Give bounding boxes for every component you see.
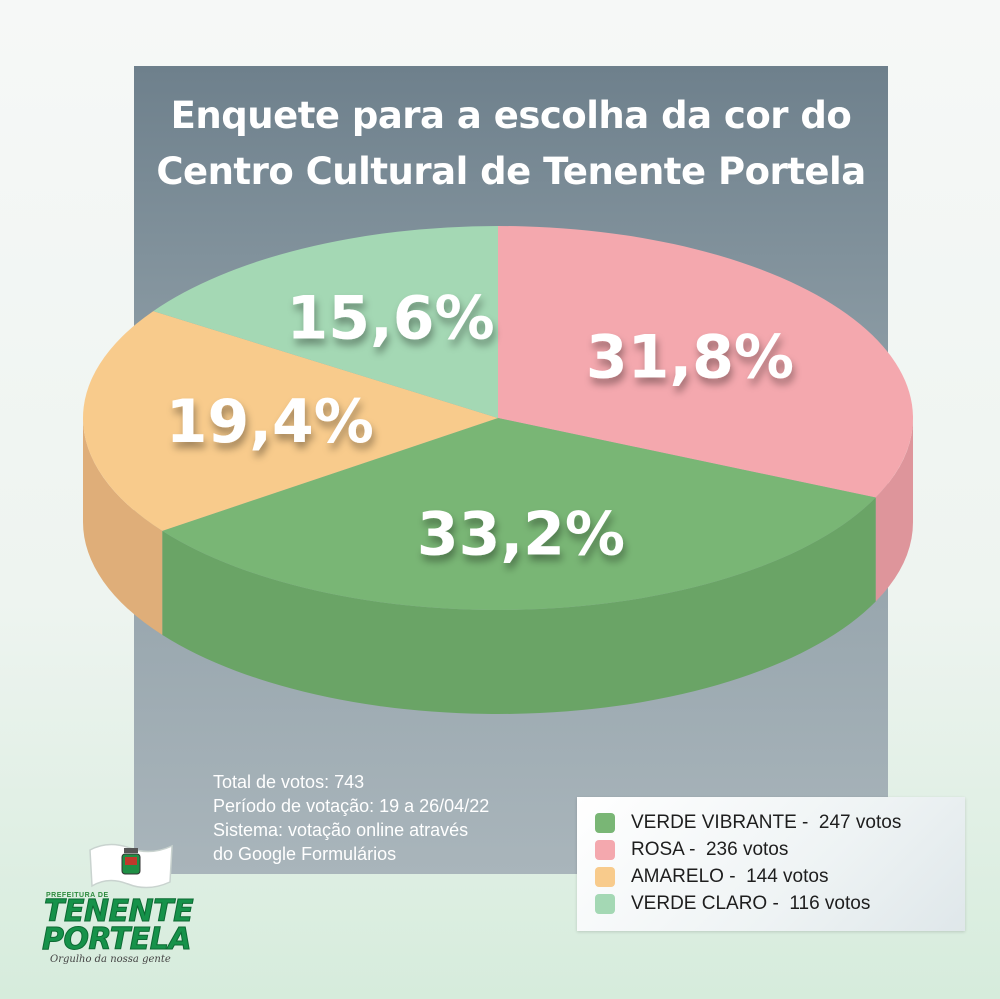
logo-name-line-2: PORTELA [41,922,192,958]
pie-sides [83,418,913,715]
logo-slogan: Orgulho da nossa gente [50,954,171,965]
pie-slice-verde-vibrante [162,418,876,611]
pie-side-rosa [875,418,913,602]
chart-title: Enquete para a escolha da cor do Centro … [134,88,888,200]
system-text-line-2: do Google Formulários [213,844,397,864]
pie-label-amarelo: 19,4% [166,387,374,457]
poll-info: Total de votos: 743 Período de votação: … [213,770,489,866]
logo-name-line-1: TENENTE [43,894,194,930]
pie-label-verde-claro: 15,6% [286,283,494,353]
system-text-line-1: Sistema: votação online através [213,820,469,840]
pie-labels: 31,8% 33,2% 19,4% 15,6% [166,283,794,569]
pie-label-rosa: 31,8% [586,323,794,393]
prefeitura-logo: PREFEITURA DE TENENTE PORTELA Orgulho da… [36,842,196,972]
legend-swatch [595,893,615,914]
legend-item-verde-claro: VERDE CLARO - 116 votos [595,890,965,917]
legend-label: VERDE VIBRANTE - 247 votos [631,811,902,833]
legend-item-amarelo: AMARELO - 144 votos [595,863,965,890]
pie-slice-verde-claro [153,226,498,418]
pie-slice-amarelo [82,311,499,531]
flag-icon [89,843,173,889]
voting-period-text: Período de votação: 19 a 26/04/22 [213,796,490,816]
legend-label: AMARELO - 144 votos [631,865,829,887]
legend-item-verde-vibrante: VERDE VIBRANTE - 247 votos [595,809,965,836]
pie-side-amarelo [83,418,163,635]
logo-small-text: PREFEITURA DE [46,892,109,899]
pie-label-verde-vibrante: 33,2% [417,500,625,570]
legend-swatch [595,839,615,860]
legend-item-rosa: ROSA - 236 votos [595,836,965,863]
pie-slice-rosa [498,226,914,498]
pie-side-verde-vibrante [162,497,876,715]
chart-legend: VERDE VIBRANTE - 247 votos ROSA - 236 vo… [577,797,965,931]
total-votes-text: Total de votos: 743 [213,772,365,792]
legend-label: ROSA - 236 votos [631,838,789,860]
chart-title-line-2: Centro Cultural de Tenente Portela [156,150,866,193]
legend-label: VERDE CLARO - 116 votos [631,892,871,914]
pie-tops [82,226,914,611]
legend-swatch [595,866,615,887]
chart-title-line-1: Enquete para a escolha da cor do [170,94,852,137]
legend-swatch [595,812,615,833]
